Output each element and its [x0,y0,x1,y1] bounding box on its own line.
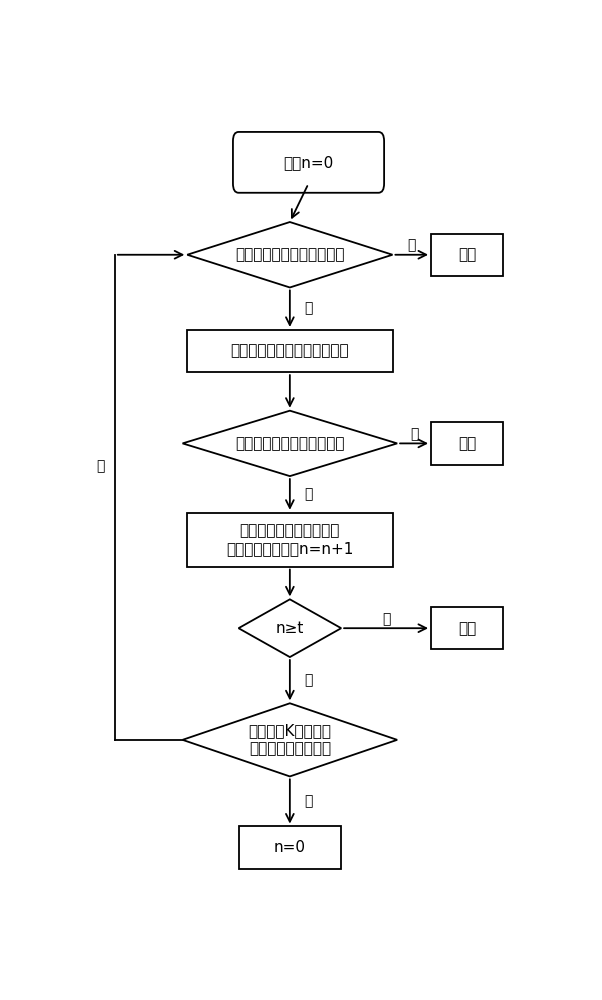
Bar [187,330,393,372]
Text: 是: 是 [97,460,105,474]
Bar [431,607,503,649]
Text: 否: 否 [304,794,312,808]
Text: 是: 是 [382,612,390,626]
Bar [238,826,341,869]
Text: 输入n=0: 输入n=0 [284,155,334,170]
Bar [431,422,503,465]
Text: 记录该次疼痛表情的疼痛
等级和持续时长，n=n+1: 记录该次疼痛表情的疼痛 等级和持续时长，n=n+1 [226,523,353,556]
Text: n=0: n=0 [274,840,306,855]
Text: 是: 是 [410,427,418,441]
Text: 报警: 报警 [458,436,476,451]
Polygon shape [238,599,341,657]
Text: 否: 否 [304,673,312,687]
Text: 持续时长是否超过设定阈值: 持续时长是否超过设定阈值 [235,436,344,451]
Text: 报警: 报警 [458,621,476,636]
Text: 间隔时间K分钟内是
否再检测到疼痛表情: 间隔时间K分钟内是 否再检测到疼痛表情 [249,724,331,756]
Bar [431,234,503,276]
Text: 否: 否 [304,487,312,501]
Text: 是: 是 [408,239,416,253]
Text: 报警: 报警 [458,247,476,262]
Bar [187,513,393,567]
Text: n≥t: n≥t [276,621,304,636]
Polygon shape [187,222,393,287]
Polygon shape [182,411,397,476]
Polygon shape [182,703,397,776]
Text: 疼痛等级是否达到设定阈值: 疼痛等级是否达到设定阈值 [235,247,344,262]
Text: 否: 否 [304,302,312,316]
FancyBboxPatch shape [233,132,384,193]
Text: 计算该次疼痛表情的持续时长: 计算该次疼痛表情的持续时长 [231,344,349,359]
